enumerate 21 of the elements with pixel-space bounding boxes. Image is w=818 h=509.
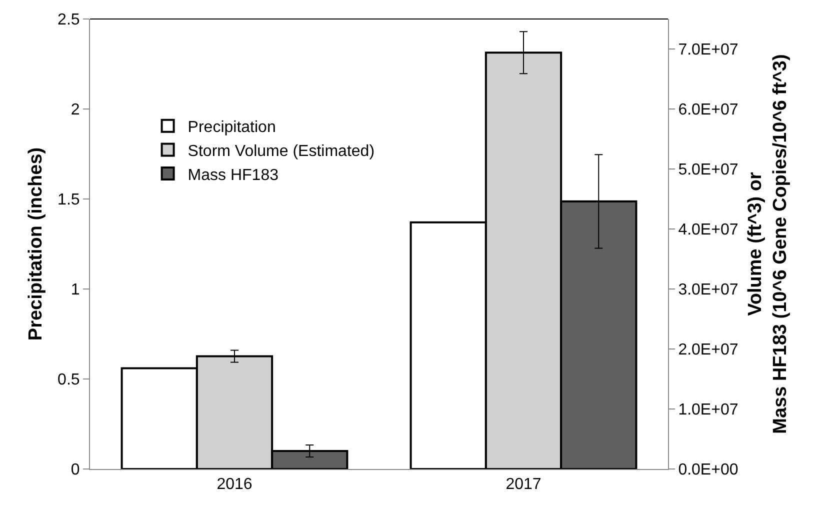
y2-tick-label: 3.0E+07 bbox=[678, 282, 738, 299]
y2-tick-label: 7.0E+07 bbox=[678, 42, 738, 59]
y-axis-title: Precipitation (inches) bbox=[25, 147, 46, 341]
x-tick-label: 2017 bbox=[506, 476, 542, 494]
y2-tick-label: 0.0E+00 bbox=[678, 462, 738, 479]
y-tick-label: 2.5 bbox=[58, 12, 80, 29]
x-tick-label: 2016 bbox=[216, 476, 252, 494]
y2-tick-label: 6.0E+07 bbox=[678, 102, 738, 119]
legend-label: Storm Volume (Estimated) bbox=[188, 142, 375, 160]
y2-tick-label: 2.0E+07 bbox=[678, 342, 738, 359]
y-tick-label: 0 bbox=[70, 462, 80, 479]
y-tick-label: 1 bbox=[70, 282, 80, 299]
y-tick-label: 2 bbox=[70, 102, 80, 119]
y2-tick-label: 1.0E+07 bbox=[678, 402, 738, 419]
y-tick-label: 0.5 bbox=[58, 372, 80, 389]
legend-label: Mass HF183 bbox=[188, 166, 279, 184]
y-tick-label: 1.5 bbox=[58, 192, 80, 209]
y2-axis-title: Volume (ft^3) or Mass HF183 (10^6 Gene Copies/10^6 ft^3) bbox=[745, 54, 791, 434]
y2-tick-label: 5.0E+07 bbox=[678, 162, 738, 179]
y2-tick-label: 4.0E+07 bbox=[678, 222, 738, 239]
legend-label: Precipitation bbox=[188, 119, 276, 136]
